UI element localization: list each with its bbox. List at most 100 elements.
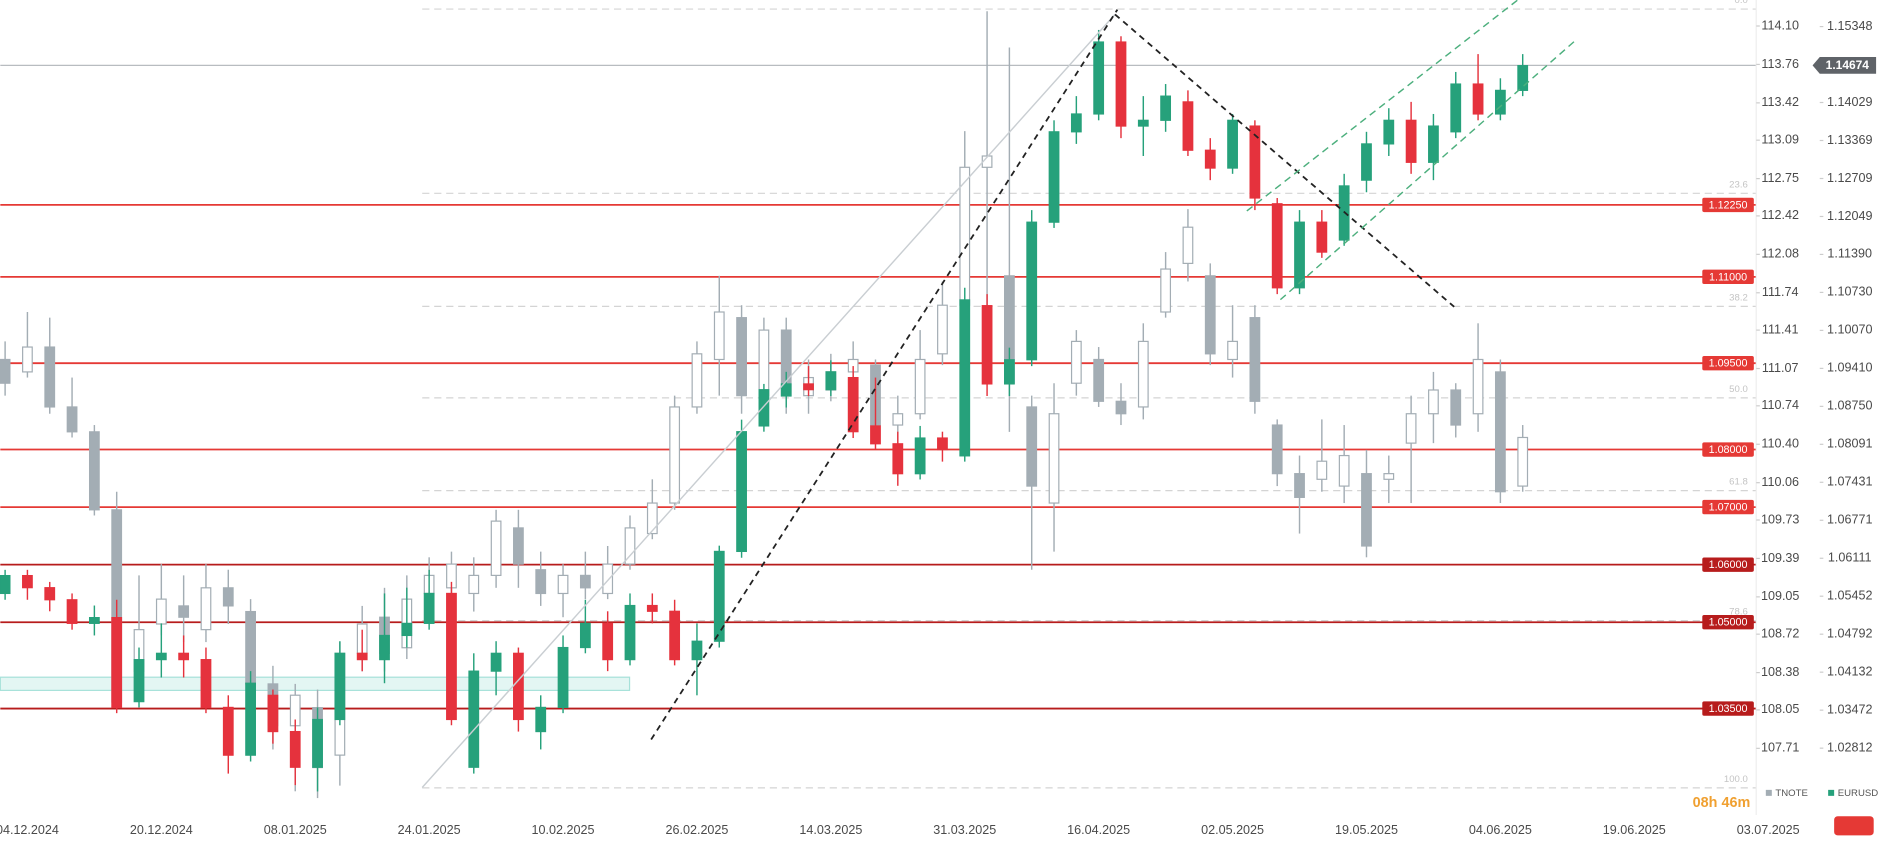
candle-body [870,425,881,445]
candle-body [1472,358,1484,415]
candle-body [780,383,792,397]
x-tick-label: 04.12.2024 [0,823,59,837]
level-badge [1702,197,1754,213]
candle-body [1294,473,1305,498]
candle-body [1182,226,1194,264]
candle-body [1271,424,1283,475]
y-tick-label: 112.75 [1761,171,1799,185]
y-tick-label: 113.76 [1761,57,1799,71]
candle-body [1316,460,1328,480]
y-tick-label: 107.71 [1761,741,1799,755]
candles [0,11,1529,799]
price-levels: 1.12250 1.11000 1.09500 1.08000 1.07000 1.060… [0,64,1757,716]
candle-body [1517,436,1529,487]
candle-body [178,652,190,661]
candle-body [1160,268,1172,313]
y2-tick-label: 1.09410 [1827,361,1872,375]
candle-body [1115,400,1127,415]
candle-body [557,574,569,595]
level-label: 1.07000 [1709,502,1748,514]
candle-body [222,587,234,607]
candle-body [66,406,78,433]
candle-body [669,610,681,661]
channel-line [1279,39,1577,301]
candle-body [557,646,569,708]
candle-body [468,670,480,768]
candle-body [1093,41,1105,115]
candle-body [289,730,301,768]
candle-body [825,371,837,391]
legend-swatch [1765,789,1772,796]
candle-body [1361,473,1372,547]
candle-body [1026,406,1038,487]
trendline [421,13,1116,788]
candle-body [1137,340,1149,408]
y-tick-label: 112.42 [1761,208,1799,222]
candle-body [624,527,636,565]
level-label: 1.06000 [1709,559,1748,571]
y2-tick-label: 1.06111 [1828,551,1872,565]
y2-tick-label: 1.06771 [1827,513,1872,527]
candle-body [1048,131,1060,223]
x-tick-label: 19.06.2025 [1603,823,1666,837]
legend-swatch [1828,789,1835,796]
candle-body [1048,413,1060,504]
legend-label: EURUSD [1838,788,1879,799]
fib-label: 61.8 [1729,477,1748,488]
candle-body [579,574,591,589]
y-tick-label: 111.07 [1762,361,1799,375]
channel-line [1246,0,1519,212]
fibonacci-levels: 0.0 23.6 38.2 50.0 61.8 78.6 100.0 [422,0,1757,789]
candle-body [1405,413,1417,444]
candle-body [490,652,502,672]
candle-body [1405,119,1417,163]
candle-body [312,718,323,768]
candle-body [155,598,167,625]
candle-body [1182,101,1194,151]
candle-body [579,622,591,649]
y2-tick-label: 1.15348 [1827,19,1872,33]
candle-body [178,605,190,618]
candle-body [1137,119,1149,127]
candle-body [914,358,926,415]
y2-tick-label: 1.04132 [1827,665,1872,679]
x-tick-label: 02.05.2025 [1201,823,1264,837]
candle-body [937,437,948,451]
candle-body [379,634,390,661]
candle-body [1093,358,1105,402]
candle-body [691,353,703,408]
candle-body [1383,119,1395,145]
y2-tick-label: 1.13369 [1827,133,1872,147]
level-label: 1.03500 [1709,703,1748,715]
candle-body [0,574,11,595]
candle-body [267,694,279,733]
trendlines [421,0,1577,788]
level-badge [1702,356,1754,371]
candle-body [1070,340,1082,384]
candle-body [334,652,346,721]
candle-body [981,305,993,385]
candle-body [914,437,926,475]
y-tick-label: 114.10 [1761,18,1799,32]
candle-body [1026,221,1038,361]
candle-body [758,389,770,427]
candle-body [736,431,747,553]
y2-tick-label: 1.05452 [1827,589,1872,603]
alert-button[interactable] [1834,816,1874,836]
candle-body [1249,317,1261,402]
candle-body [1472,83,1484,115]
candle-body [1517,65,1529,91]
candle-body [446,592,457,721]
candle-body [133,659,145,703]
candle-body [1338,454,1350,487]
y2-tick-label: 1.08750 [1827,399,1872,413]
candle-body [713,311,725,361]
x-tick-label: 20.12.2024 [130,823,193,837]
candle-body [200,587,212,631]
candle-body [1249,125,1261,199]
candle-body [1316,221,1328,253]
candle-body [1494,89,1506,115]
y-tick-label: 108.38 [1761,665,1799,679]
y-tick-label: 109.39 [1761,551,1799,565]
